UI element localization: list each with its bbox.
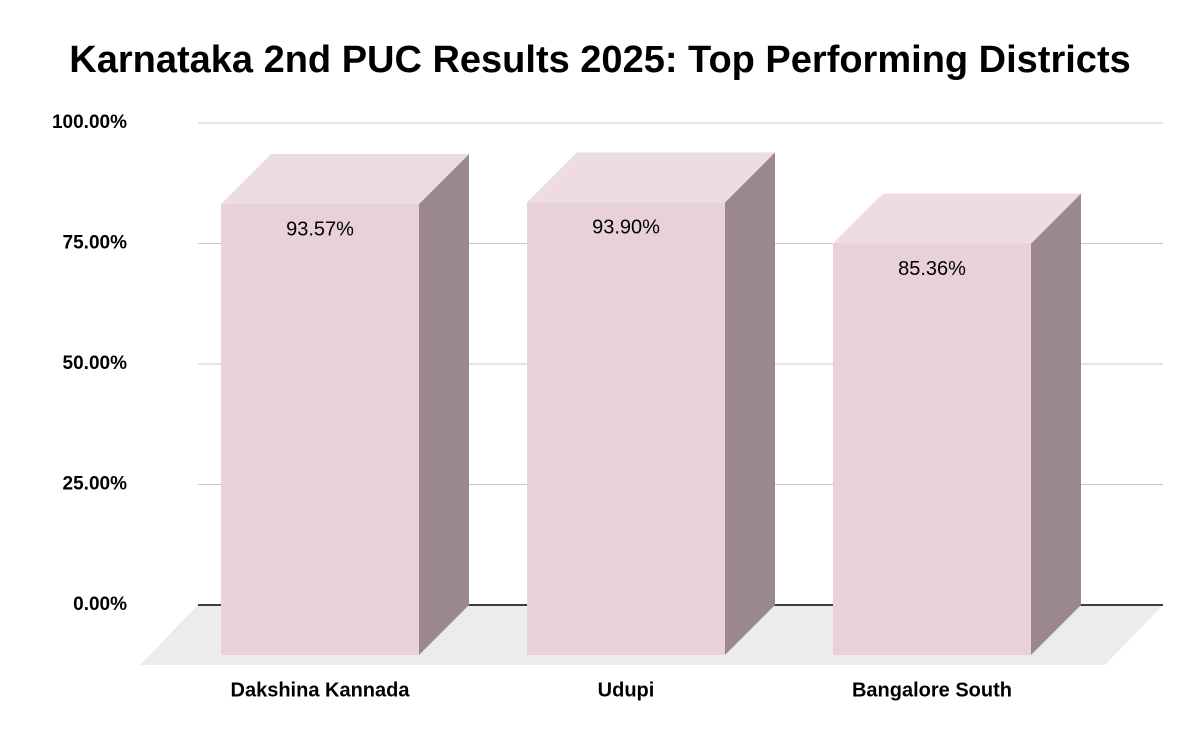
value-label: 85.36% xyxy=(898,258,966,280)
bar-top xyxy=(833,193,1081,244)
y-tick-label: 0.00% xyxy=(73,594,127,615)
y-tick-label: 75.00% xyxy=(63,233,128,254)
bar xyxy=(833,193,1081,655)
chart-title: Karnataka 2nd PUC Results 2025: Top Perf… xyxy=(69,39,1130,81)
bar-side xyxy=(725,152,775,656)
y-tick-label: 25.00% xyxy=(63,474,128,495)
bar-side xyxy=(419,153,469,655)
x-tick-label: Dakshina Kannada xyxy=(231,679,411,701)
bar-front xyxy=(527,202,725,656)
bar xyxy=(527,152,775,656)
y-tick-label: 50.00% xyxy=(63,353,128,374)
x-tick-label: Bangalore South xyxy=(852,679,1012,701)
bar-front xyxy=(221,203,419,655)
value-label: 93.90% xyxy=(592,217,660,239)
bar xyxy=(221,153,469,655)
bar-front xyxy=(833,243,1031,655)
value-label: 93.57% xyxy=(286,218,354,240)
y-tick-label: 100.00% xyxy=(52,112,127,133)
bar-top xyxy=(221,153,469,204)
bar-top xyxy=(527,152,775,203)
x-tick-label: Udupi xyxy=(598,679,655,701)
bar-side xyxy=(1031,193,1081,655)
